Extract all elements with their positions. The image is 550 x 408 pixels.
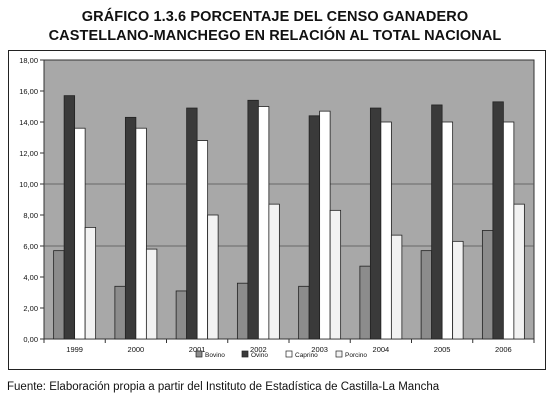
bar-bovino: [236, 282, 249, 340]
bar-caprino: [257, 106, 270, 340]
bar-caprino: [380, 121, 392, 340]
bar-porcino: [390, 234, 403, 340]
bar-bovino: [114, 285, 126, 340]
y-tick-label: 0,00: [23, 335, 38, 344]
legend-swatch-porcino: [335, 350, 343, 358]
bar-caprino: [74, 127, 86, 340]
bar-porcino: [84, 226, 97, 340]
bar-ovino: [124, 116, 137, 340]
y-tick-label: 16,00: [19, 87, 38, 96]
y-tick-label: 6,00: [23, 242, 38, 251]
bar-ovino: [431, 104, 443, 340]
legend-label-porcino: Porcino: [345, 352, 367, 359]
x-tick-label: 2001: [189, 345, 206, 354]
y-tick-label: 12,00: [19, 149, 38, 158]
x-tick-label: 2005: [434, 345, 451, 354]
bar-ovino: [186, 107, 198, 340]
x-tick-label: 2004: [373, 345, 390, 354]
legend-label-bovino: Bovino: [205, 352, 225, 359]
legend-swatch-ovino: [241, 350, 249, 358]
bar-ovino: [247, 99, 259, 340]
x-tick-label: 2000: [128, 345, 145, 354]
x-tick-label: 1999: [66, 345, 83, 354]
bar-caprino: [502, 121, 515, 340]
legend-swatch-caprino: [285, 350, 293, 358]
bar-bovino: [359, 265, 371, 340]
source-note: Fuente: Elaboración propia a partir del …: [7, 381, 440, 393]
chart-title: GRÁFICO 1.3.6 PORCENTAJE DEL CENSO GANAD…: [0, 8, 550, 46]
y-tick-label: 14,00: [19, 118, 38, 127]
bar-ovino: [63, 95, 76, 340]
bar-caprino: [135, 127, 147, 340]
bar-porcino: [145, 248, 158, 340]
bar-ovino: [308, 115, 321, 340]
bar-porcino: [207, 214, 219, 340]
bar-porcino: [452, 240, 464, 340]
bar-bovino: [298, 285, 310, 340]
bar-bovino: [481, 230, 494, 340]
y-tick-label: 8,00: [23, 211, 38, 220]
title-line-1: GRÁFICO 1.3.6 PORCENTAJE DEL CENSO GANAD…: [81, 9, 469, 25]
legend-label-ovino: Ovino: [251, 352, 268, 359]
x-tick-label: 2006: [495, 345, 512, 354]
bar-bovino: [175, 290, 188, 340]
y-tick-label: 10,00: [19, 180, 38, 189]
x-tick-label: 2003: [311, 345, 328, 354]
y-tick-label: 4,00: [23, 273, 38, 282]
bar-porcino: [513, 203, 525, 340]
bar-caprino: [319, 110, 331, 340]
legend-label-caprino: Caprino: [295, 352, 318, 359]
title-line-2: CASTELLANO-MANCHEGO EN RELACIÓN AL TOTAL…: [48, 28, 502, 44]
bar-bovino: [53, 250, 65, 340]
legend-swatch-bovino: [195, 350, 203, 358]
bar-bovino: [420, 250, 433, 340]
bar-porcino: [268, 203, 280, 340]
bar-porcino: [329, 209, 342, 340]
bar-ovino: [492, 101, 504, 340]
y-tick-label: 18,00: [19, 56, 38, 65]
x-tick-label: 2002: [250, 345, 267, 354]
chart-frame: [8, 50, 546, 370]
bar-caprino: [196, 140, 209, 340]
bar-caprino: [441, 121, 454, 340]
y-tick-label: 2,00: [23, 304, 38, 313]
bar-ovino: [369, 107, 382, 340]
